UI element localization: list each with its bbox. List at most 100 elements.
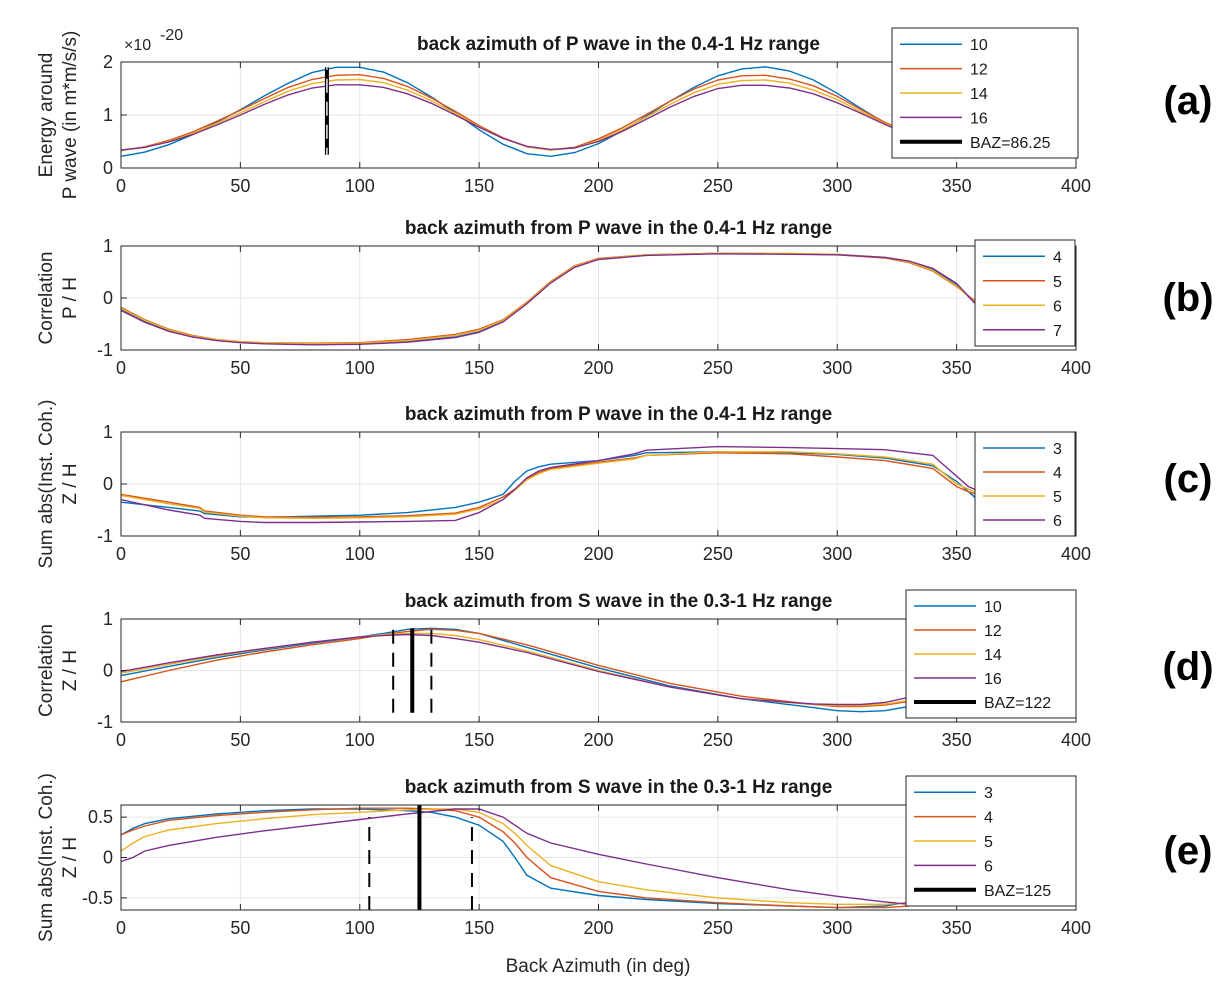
x-tick-label: 150 [464,730,494,750]
x-tick-label: 350 [942,358,972,378]
y-axis-label: Sum abs(Inst. Coh.) [36,400,57,569]
legend-label: 16 [984,671,1002,688]
y-tick-label: 0 [103,158,113,178]
y-tick-label: 1 [103,105,113,125]
x-tick-label: 200 [583,730,613,750]
legend-label: 3 [984,785,993,802]
legend-label: 5 [1053,489,1062,506]
y-axis-label: P / H [60,277,81,319]
legend-label: 12 [984,623,1002,640]
series-line-4 [120,452,981,519]
x-tick-label: 0 [116,176,126,196]
legend: 10 12 14 16 BAZ=122 [905,589,1077,719]
legend-label: BAZ=122 [984,695,1051,712]
y-axis-label: Sum abs(Inst. Coh.) [36,773,57,942]
x-tick-label: 100 [345,544,375,564]
x-tick-label: 350 [942,918,972,938]
exponent-power: -20 [160,27,183,44]
x-tick-label: 300 [822,176,852,196]
x-tick-label: 400 [1061,730,1091,750]
chart-title: back azimuth of P wave in the 0.4-1 Hz r… [417,34,820,55]
chart-title: back azimuth from S wave in the 0.3-1 Hz… [405,591,833,612]
panel-tag: (b) [1162,276,1213,320]
series-line-5 [120,451,981,520]
x-tick-label: 400 [1061,544,1091,564]
legend-label: 5 [1053,274,1062,291]
x-tick-label: 100 [345,918,375,938]
x-tick-label: 400 [1061,918,1091,938]
x-tick-label: 0 [116,918,126,938]
x-tick-label: 350 [942,176,972,196]
legend-box [974,431,1076,537]
legend-label: 14 [984,647,1002,664]
legend-box [974,239,1076,347]
x-tick-label: 300 [822,730,852,750]
x-tick-label: 150 [464,918,494,938]
chart-title: back azimuth from P wave in the 0.4-1 Hz… [405,404,832,425]
y-tick-label: -1 [97,712,113,732]
x-tick-label: 250 [703,176,733,196]
y-axis-label: Z / H [60,837,81,878]
legend-label: 5 [984,834,993,851]
exponent-label: ×10 -20 [124,27,183,54]
legend-label: 10 [984,599,1002,616]
legend-label: 16 [970,110,988,127]
legend-label: 4 [1053,249,1062,266]
x-tick-label: 200 [583,358,613,378]
x-tick-label: 0 [116,544,126,564]
panel-tag: (a) [1164,79,1213,123]
x-tick-label: 50 [230,358,250,378]
y-tick-label: 0 [103,474,113,494]
x-tick-label: 150 [464,176,494,196]
x-tick-label: 250 [703,544,733,564]
legend-label: BAZ=86.25 [970,135,1051,152]
x-tick-label: 100 [345,176,375,196]
y-tick-label: 0.5 [88,807,113,827]
y-tick-label: 1 [103,422,113,442]
legend-label: 7 [1053,323,1062,340]
x-tick-label: 250 [703,730,733,750]
y-tick-label: -1 [97,340,113,360]
chart-title: back azimuth from S wave in the 0.3-1 Hz… [405,777,833,798]
panel-tag: (d) [1162,645,1213,689]
legend-label: 6 [1053,513,1062,530]
series-line-10 [120,66,910,158]
x-tick-label: 100 [345,730,375,750]
series-line-5 [120,808,909,905]
x-tick-label: 300 [822,544,852,564]
legend-label: 6 [984,858,993,875]
legend-label: 10 [970,37,988,54]
y-tick-label: 2 [103,52,113,72]
y-tick-label: -1 [97,526,113,546]
x-tick-label: 50 [230,176,250,196]
y-axis-label: Z / H [60,650,81,691]
y-axis-label: Energy around [36,53,57,178]
legend: 3 4 5 6 [974,431,1076,537]
panel-tag: (e) [1164,829,1213,873]
panel-tag: (c) [1164,457,1213,501]
legend-label: 12 [970,62,988,79]
series-line-6 [120,445,981,524]
exponent-base: ×10 [124,37,151,54]
x-tick-label: 50 [230,918,250,938]
chart-title: back azimuth from P wave in the 0.4-1 Hz… [405,218,832,239]
y-axis-label: Correlation [36,252,57,345]
x-tick-label: 250 [703,918,733,938]
series-line-16 [120,633,933,706]
x-tick-label: 250 [703,358,733,378]
series-line-12 [120,628,933,708]
legend-label: 3 [1053,441,1062,458]
y-tick-label: 1 [103,609,113,629]
x-tick-label: 300 [822,918,852,938]
legend: 4 5 6 7 [974,239,1076,347]
x-tick-label: 300 [822,358,852,378]
series-line-7 [120,253,982,346]
legend-label: 14 [970,86,988,103]
x-tick-label: 0 [116,358,126,378]
y-axis-label: Z / H [60,463,81,504]
